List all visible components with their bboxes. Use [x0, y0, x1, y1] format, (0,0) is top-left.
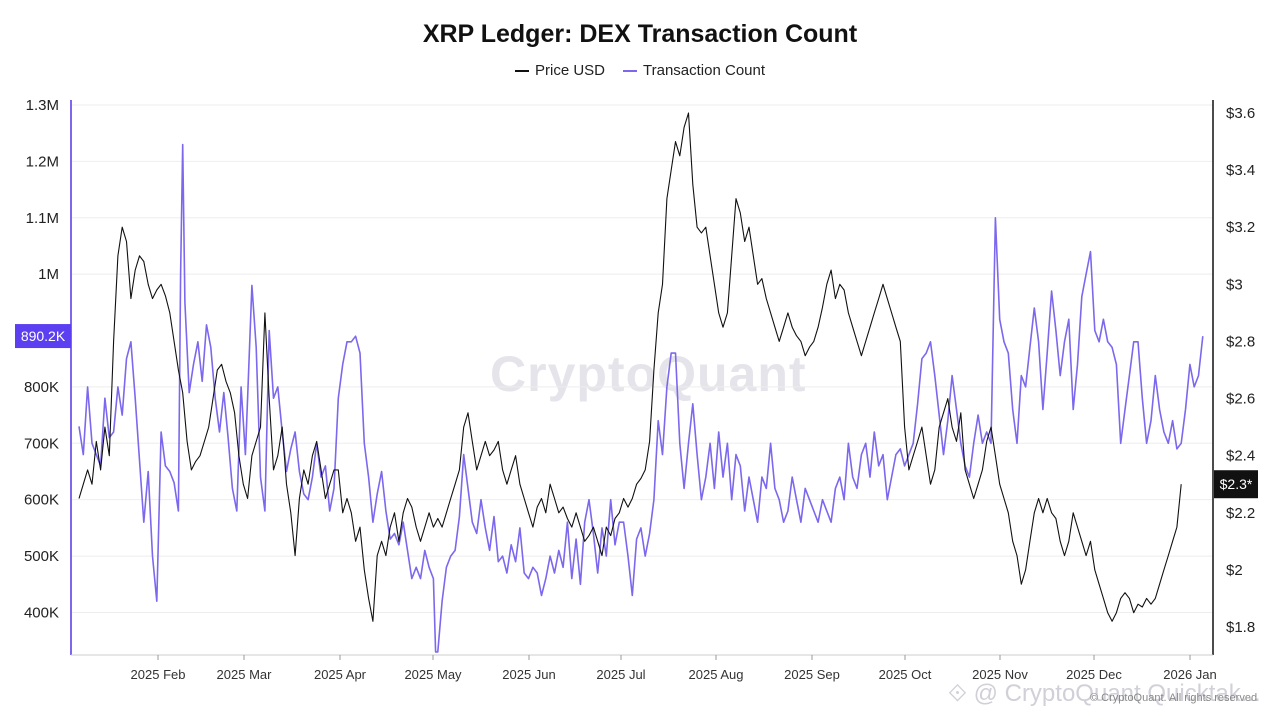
x-tick-label: 2025 Nov	[972, 667, 1028, 682]
x-tick-label: 2025 May	[404, 667, 462, 682]
footer-copyright: © CryptoQuant. All rights reserved	[1090, 692, 1258, 704]
badge-right-current-label: $2.3*	[1220, 476, 1253, 492]
y-right-tick-label: $2.4	[1226, 448, 1255, 465]
badge-left-current-label: 890.2K	[21, 328, 66, 344]
badge-left-current	[15, 324, 71, 349]
y-left-tick-label: 700K	[24, 435, 59, 452]
y-right-tick-label: $3.2	[1226, 219, 1255, 236]
y-left-tick-label: 600K	[24, 492, 59, 509]
y-right-tick-label: $3.6	[1226, 105, 1255, 122]
x-tick-label: 2025 Dec	[1066, 667, 1122, 682]
x-tick-label: 2025 Feb	[131, 667, 186, 682]
x-tick-label: 2026 Jan	[1163, 667, 1217, 682]
y-right-tick-label: $2	[1226, 562, 1243, 579]
legend-label-price: Price USD	[534, 62, 605, 79]
x-tick-label: 2025 Apr	[314, 667, 367, 682]
legend-item-txcount[interactable]: Transaction Count	[623, 62, 765, 79]
legend-label-txcount: Transaction Count	[643, 62, 766, 79]
legend-swatch-txcount	[623, 69, 637, 72]
x-tick-label: 2025 Jun	[502, 667, 556, 682]
x-tick-label: 2025 Mar	[217, 667, 273, 682]
series-line-transaction-count	[78, 143, 1204, 653]
x-tick-label: 2025 Aug	[689, 667, 744, 682]
y-left-tick-label: 1.3M	[26, 97, 59, 114]
y-right-tick-label: $2.8	[1226, 333, 1255, 350]
y-right-tick-label: $2.2	[1226, 505, 1255, 522]
y-left-tick-label: 800K	[24, 379, 59, 396]
y-left-tick-label: 400K	[24, 604, 59, 621]
watermark: CryptoQuant	[490, 346, 807, 402]
y-right-tick-label: $3	[1226, 276, 1243, 293]
x-tick-label: 2025 Jul	[596, 667, 645, 682]
y-left-tick-label: 1M	[38, 266, 59, 283]
badge-right-current	[1214, 470, 1258, 499]
chart-title: XRP Ledger: DEX Transaction Count	[422, 20, 858, 48]
y-left-tick-label: 1.2M	[26, 153, 59, 170]
x-tick-label: 2025 Sep	[784, 667, 840, 682]
x-tick-label: 2025 Oct	[879, 667, 932, 682]
y-left-tick-label: 500K	[24, 548, 59, 565]
y-right-tick-label: $1.8	[1226, 619, 1255, 636]
chart-legend: Price USD Transaction Count	[0, 62, 1280, 79]
y-right-tick-label: $3.4	[1226, 162, 1255, 179]
y-right-tick-label: $2.6	[1226, 391, 1255, 408]
footer-watermark: ⟐ @ CryptoQuant Quicktak...	[948, 680, 1261, 707]
legend-swatch-price	[514, 69, 529, 72]
legend-item-price[interactable]: Price USD	[514, 62, 605, 79]
y-left-tick-label: 1.1M	[26, 210, 59, 227]
series-line-price-usd	[78, 112, 1182, 622]
